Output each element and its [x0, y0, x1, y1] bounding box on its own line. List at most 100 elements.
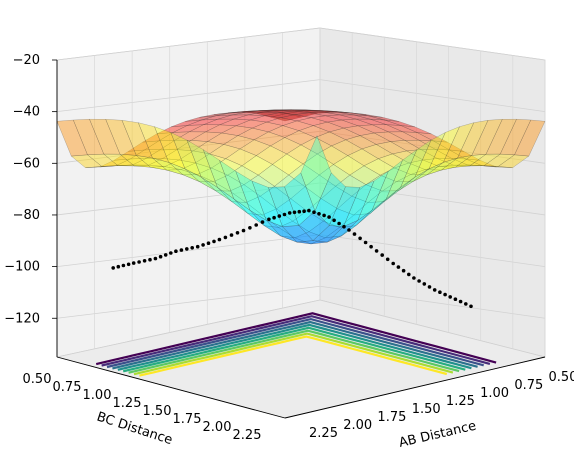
surface-patch: [357, 124, 389, 134]
surface-patch: [335, 111, 367, 115]
trajectory-point: [217, 237, 222, 242]
surface-patch: [471, 119, 503, 156]
z-tick-label: −80: [13, 208, 40, 223]
surface-patch: [276, 109, 308, 112]
surface-patch: [467, 164, 499, 167]
ab-tick-label: 2.00: [343, 418, 372, 433]
surface-patch: [161, 149, 195, 161]
ab-tick-label: 0.50: [549, 370, 574, 385]
surface-patch: [182, 174, 214, 182]
surface-patch: [497, 154, 530, 169]
trajectory-point: [443, 292, 447, 297]
bc-tick-label: 1.50: [143, 404, 172, 419]
bc-tick-label: 2.25: [233, 428, 262, 443]
surface-patch: [152, 157, 184, 176]
surface-patch: [319, 110, 351, 114]
surface-patch: [204, 124, 237, 134]
surface-patch: [278, 110, 310, 115]
surface-patch: [281, 225, 314, 243]
bc-tick-label: 2.00: [203, 420, 232, 435]
surface-patch: [235, 119, 268, 129]
energy-surface: [56, 109, 546, 245]
z-tick-label: −60: [13, 156, 40, 171]
surface-patch: [199, 181, 230, 192]
surface-patch: [159, 139, 193, 150]
surface-patch: [306, 198, 338, 222]
surface-patch: [251, 180, 283, 228]
surface-patch: [251, 121, 284, 133]
surface-patch: [386, 124, 418, 133]
trajectory-point: [422, 282, 427, 286]
surface-patch: [442, 122, 475, 163]
ab-tick-label: 1.75: [377, 410, 406, 425]
surface-patch: [143, 139, 176, 151]
surface-patch: [142, 132, 174, 143]
surface-patch: [414, 131, 446, 178]
surface-patch: [388, 131, 420, 141]
surface-patch: [237, 127, 270, 141]
surface-patch: [372, 124, 403, 133]
trajectory-point: [201, 243, 205, 247]
surface-patch: [135, 155, 168, 171]
trajectory-point: [337, 221, 341, 226]
trajectory-point: [153, 256, 158, 261]
surface-patch: [163, 159, 197, 170]
surface-patch: [233, 114, 265, 121]
surface-patch: [170, 132, 202, 178]
trajectory-point: [169, 251, 173, 255]
surface-patch: [437, 158, 468, 166]
trajectory-point: [458, 299, 463, 304]
trajectory-point: [342, 224, 346, 229]
trajectory-point: [417, 279, 421, 283]
bc-axis-line: [56, 356, 286, 419]
surface-patch: [407, 159, 441, 170]
surface-patch: [229, 110, 261, 114]
surface-patch: [219, 118, 251, 127]
surface-patch: [296, 240, 328, 245]
surface-patch: [267, 125, 300, 138]
trajectory-point: [427, 285, 432, 289]
trajectory-point: [111, 266, 115, 270]
surface-patch: [121, 119, 153, 159]
surface-patch: [400, 125, 432, 135]
surface-patch: [405, 149, 439, 161]
trajectory-point: [332, 218, 336, 223]
surface-patch: [349, 165, 381, 185]
surface-patch: [314, 172, 346, 226]
surface-patch: [351, 112, 383, 118]
trajectory-point: [235, 231, 240, 235]
surface-patch: [185, 115, 216, 122]
surface-patch: [304, 174, 336, 200]
bc-tick-label: 0.50: [23, 372, 52, 387]
surface-patch: [449, 149, 481, 161]
trajectory-point: [374, 249, 379, 253]
surface-patch: [353, 201, 386, 216]
trajectory-point: [137, 260, 141, 264]
surface-patch: [514, 119, 546, 157]
surface-patch: [105, 119, 137, 156]
surface-patch: [253, 131, 286, 147]
surface-patch: [249, 210, 281, 237]
surface-patch: [389, 140, 422, 152]
surface-patch: [187, 118, 218, 126]
surface-patch: [294, 231, 326, 245]
ab-axis-line: [284, 356, 546, 419]
surface-patch: [280, 114, 312, 122]
surface-patch: [137, 122, 170, 163]
surface-patch: [227, 110, 259, 114]
surface-patch: [302, 153, 334, 176]
surface-patch: [322, 208, 355, 228]
surface-patch: [103, 153, 135, 167]
trajectory-point: [358, 236, 362, 241]
surface-patch: [212, 174, 245, 192]
surface-patch: [206, 132, 239, 145]
surface-patch: [343, 180, 375, 228]
trajectory-point: [464, 302, 468, 306]
surface-patch: [259, 185, 292, 210]
surface-patch: [308, 220, 341, 239]
surface-patch: [174, 131, 207, 141]
surface-patch: [277, 220, 310, 239]
surface-patch: [56, 119, 88, 157]
surface-patch: [337, 111, 369, 117]
surface-patch: [384, 119, 416, 128]
